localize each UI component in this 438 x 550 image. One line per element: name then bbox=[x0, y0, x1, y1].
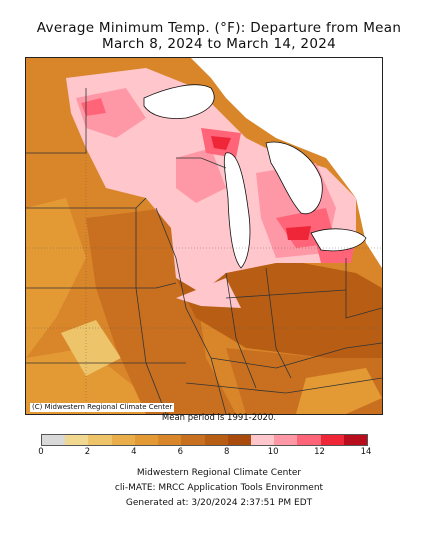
map-credit: (C) Midwestern Regional Climate Center bbox=[30, 403, 175, 412]
boundary-mississippi bbox=[155, 207, 227, 414]
field-deep-red-michigan bbox=[286, 226, 311, 240]
legend-tick-label: 4 bbox=[131, 447, 137, 457]
legend-swatch bbox=[204, 435, 228, 445]
map-svg bbox=[26, 58, 382, 414]
legend-tick-label: 14 bbox=[360, 447, 372, 457]
legend-tick-label: 8 bbox=[223, 447, 230, 457]
field-light-orange-west bbox=[26, 198, 86, 358]
lake-huron bbox=[265, 141, 323, 215]
mean-period-note: Mean period is 1991-2020. bbox=[161, 413, 277, 423]
boundary-mo-west bbox=[135, 208, 167, 414]
legend-tick-label: 0 bbox=[38, 447, 44, 457]
boundary-wi-mi bbox=[176, 157, 227, 169]
color-legend bbox=[41, 434, 368, 446]
lake-superior bbox=[143, 84, 215, 119]
legend-swatch bbox=[250, 435, 275, 445]
legend-swatch bbox=[158, 435, 182, 445]
area-outside-region bbox=[191, 58, 382, 268]
field-pink-wisconsin bbox=[176, 148, 226, 203]
state-boundaries bbox=[26, 88, 382, 414]
boundary-pa-oh bbox=[345, 258, 382, 319]
lake-erie bbox=[310, 228, 367, 252]
field-pink-illinois bbox=[176, 278, 241, 308]
legend-ticks: 0 2 4 6 8 10 12 14 bbox=[38, 447, 371, 459]
legend-swatch bbox=[297, 435, 321, 445]
boundary-ky-tn bbox=[210, 342, 382, 369]
legend-swatch bbox=[274, 435, 298, 445]
legend-swatch bbox=[181, 435, 205, 445]
legend-swatch bbox=[134, 435, 159, 445]
footer-tool: cli-MATE: MRCC Application Tools Environ… bbox=[114, 483, 324, 493]
map-date-range: March 8, 2024 to March 14, 2024 bbox=[102, 36, 336, 52]
lake-michigan bbox=[223, 152, 251, 269]
footer-generated: Generated at: 3/20/2024 2:37:51 PM EDT bbox=[125, 498, 313, 508]
boundary-ohio-north bbox=[225, 289, 347, 299]
legend-tick-label: 6 bbox=[177, 447, 183, 457]
grid-dotted-lines bbox=[26, 88, 382, 414]
boundary-in-oh bbox=[265, 267, 292, 379]
field-red-minnesota bbox=[81, 98, 106, 116]
legend-tick-label: 2 bbox=[84, 447, 91, 457]
legend-swatch bbox=[88, 435, 112, 445]
boundary-tn-south bbox=[185, 377, 382, 394]
field-deep-red-up bbox=[211, 136, 231, 150]
legend-swatch bbox=[320, 435, 344, 445]
legend-swatch bbox=[65, 435, 89, 445]
boundary-ne-ks bbox=[26, 282, 177, 289]
legend-swatch bbox=[111, 435, 135, 445]
map-title: Average Minimum Temp. (°F): Departure fr… bbox=[36, 20, 402, 36]
legend-swatch bbox=[227, 435, 251, 445]
temperature-departure-map: (C) Midwestern Regional Climate Center bbox=[25, 57, 383, 415]
legend-tick-label: 10 bbox=[267, 447, 279, 457]
field-dark-orange-central bbox=[86, 208, 236, 414]
legend-swatch bbox=[343, 435, 368, 445]
field-yellow-patch bbox=[61, 320, 121, 376]
footer-org: Midwestern Regional Climate Center bbox=[136, 468, 302, 478]
legend-swatch bbox=[42, 435, 66, 445]
legend-tick-label: 12 bbox=[314, 447, 325, 457]
field-orange-southeast bbox=[296, 368, 382, 414]
boundary-il-in bbox=[225, 272, 257, 389]
field-light-orange-southwest bbox=[26, 348, 146, 414]
